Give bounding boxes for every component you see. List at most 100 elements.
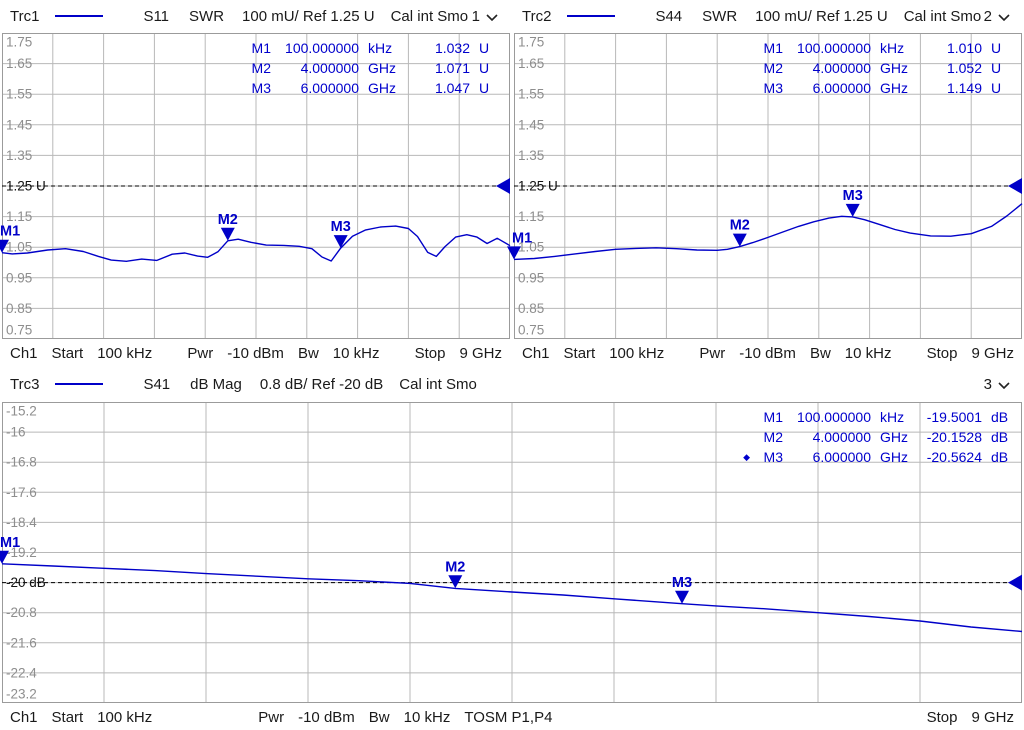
diagram-area-2[interactable]: 1.75 1.65 1.55 1.45 1.35 1.25 U 1.15 1.05 0.95 0.… (507, 33, 1023, 339)
power-value[interactable]: -10 dBm (739, 345, 796, 362)
diagram-area-1[interactable]: 1.75 1.65 1.55 1.45 1.35 1.25 U 1.15 1.05 0.95 0.… (0, 33, 511, 339)
marker-label: M1 (0, 224, 20, 240)
y-tick-label: 1.05 (518, 240, 544, 255)
window-number-selector[interactable]: 1 (472, 8, 498, 25)
stop-value[interactable]: 9 GHz (971, 345, 1014, 362)
y-tick-label: 1.75 (518, 35, 544, 50)
marker-m3-icon[interactable] (675, 590, 689, 604)
dbmag-chart-trc3[interactable]: -15.2 -16 -16.8 -17.6 -18.4 -19.2 -20 dB -20.8 -… (0, 402, 1023, 703)
cal-status[interactable]: Cal int Smo (390, 7, 469, 25)
marker-m1-icon[interactable] (0, 550, 9, 564)
trace-style-sample (55, 383, 104, 385)
marker-m2-icon[interactable] (448, 575, 463, 589)
trace-format[interactable]: SWR (189, 7, 225, 25)
bandwidth-label: Bw (809, 345, 831, 362)
s-parameter[interactable]: S44 (655, 7, 683, 25)
marker-m2-icon[interactable] (732, 233, 747, 247)
marker-name: M1 (763, 409, 783, 425)
start-value[interactable]: 100 kHz (97, 709, 153, 726)
y-tick-label: -16.8 (6, 455, 37, 470)
marker-readout-row: M3 6.000000 GHz 1.149 U (736, 78, 1017, 98)
bandwidth-value[interactable]: 10 kHz (403, 709, 451, 726)
marker-frequency-unit: GHz (368, 80, 396, 96)
trace-scale[interactable]: 100 mU/ Ref 1.25 U (242, 7, 375, 25)
marker-m3-icon[interactable] (333, 235, 348, 249)
chevron-down-icon[interactable] (486, 8, 498, 25)
swr-chart-trc1[interactable]: 1.75 1.65 1.55 1.45 1.35 1.25 U 1.15 1.05 0.95 0.… (0, 33, 511, 339)
marker-frequency: 6.000000 (812, 80, 871, 96)
y-tick-label: 1.35 (6, 148, 32, 163)
marker-value-unit: U (991, 40, 1002, 56)
marker-name: M3 (763, 449, 783, 465)
ref-level-arrow[interactable] (1008, 574, 1022, 591)
marker-frequency: 4.000000 (812, 60, 871, 76)
marker-m1-icon[interactable] (507, 246, 521, 260)
marker-frequency-unit: GHz (880, 60, 908, 76)
ref-level-arrow[interactable] (1008, 178, 1022, 194)
active-marker-dot: ◆ (743, 451, 750, 462)
marker-frequency: 4.000000 (300, 60, 359, 76)
marker-frequency-unit: GHz (880, 449, 908, 465)
trace-scale[interactable]: 100 mU/ Ref 1.25 U (755, 7, 888, 25)
trace-name[interactable]: Trc3 (10, 375, 40, 393)
y-tick-label: 1.15 (518, 209, 544, 224)
window-number-selector[interactable]: 2 (984, 8, 1010, 25)
marker-value: -20.1528 (926, 429, 982, 445)
cal-info[interactable]: TOSM P1,P4 (464, 709, 553, 726)
trace-scale[interactable]: 0.8 dB/ Ref -20 dB (259, 375, 384, 393)
trace-name[interactable]: Trc2 (522, 7, 552, 25)
marker-m1-icon[interactable] (0, 239, 9, 253)
channel-axis-bar: Ch1 Start 100 kHz Pwr -10 dBm Bw 10 kHz … (0, 339, 512, 368)
marker-m3-icon[interactable] (845, 203, 860, 217)
chevron-down-icon[interactable] (998, 376, 1010, 393)
marker-label: M3 (672, 575, 692, 591)
stop-label: Stop (926, 709, 958, 726)
marker-readout-row: M3 6.000000 GHz 1.047 U (224, 78, 505, 98)
cal-status[interactable]: Cal int Smo (903, 7, 982, 25)
marker-name: M1 (763, 40, 783, 56)
marker-m2-icon[interactable] (220, 227, 235, 241)
s-parameter[interactable]: S11 (143, 7, 170, 25)
cal-status[interactable]: Cal int Smo (399, 375, 477, 393)
marker-frequency-unit: GHz (368, 60, 396, 76)
stop-value[interactable]: 9 GHz (971, 709, 1014, 726)
window-number-selector[interactable]: 3 (984, 376, 1010, 393)
bandwidth-value[interactable]: 10 kHz (332, 345, 380, 362)
y-tick-label: 0.75 (6, 323, 32, 338)
marker-label: M3 (843, 188, 863, 204)
y-tick-label: 1.55 (6, 87, 32, 102)
y-tick-label: -21.6 (6, 635, 37, 650)
start-value[interactable]: 100 kHz (609, 345, 665, 362)
ref-level-arrow[interactable] (496, 178, 510, 194)
start-label: Start (51, 345, 84, 362)
y-tick-label: -15.2 (6, 404, 37, 419)
trace-format[interactable]: SWR (702, 7, 738, 25)
window-number: 3 (983, 375, 992, 393)
trace-name[interactable]: Trc1 (10, 7, 40, 25)
marker-name: M2 (251, 60, 271, 76)
ref-level-label: 1.25 U (518, 179, 558, 194)
s-parameter[interactable]: S41 (143, 375, 171, 393)
marker-frequency: 6.000000 (812, 449, 871, 465)
y-tick-label: 1.55 (518, 87, 544, 102)
marker-readout-row: M1 100.000000 kHz 1.010 U (736, 38, 1017, 58)
channel-label: Ch1 (10, 709, 38, 726)
chevron-down-icon[interactable] (998, 8, 1010, 25)
ref-level-label: 1.25 U (6, 179, 46, 194)
stop-value[interactable]: 9 GHz (459, 345, 502, 362)
start-label: Start (51, 709, 84, 726)
window-trc1: Trc1 S11 SWR 100 mU/ Ref 1.25 U Cal int … (0, 0, 512, 368)
power-value[interactable]: -10 dBm (298, 709, 355, 726)
y-tick-label: -18.4 (6, 515, 37, 530)
bandwidth-value[interactable]: 10 kHz (844, 345, 892, 362)
trace-format[interactable]: dB Mag (190, 375, 242, 393)
trace-style-sample (55, 15, 104, 17)
trace-config-header: Trc2 S44 SWR 100 mU/ Ref 1.25 U Cal int … (512, 0, 1024, 32)
swr-chart-trc2[interactable]: 1.75 1.65 1.55 1.45 1.35 1.25 U 1.15 1.05 0.95 0.… (507, 33, 1023, 339)
marker-frequency-unit: GHz (880, 80, 908, 96)
marker-readout-row: M2 4.000000 GHz 1.052 U (736, 58, 1017, 78)
start-value[interactable]: 100 kHz (97, 345, 153, 362)
marker-value-unit: dB (991, 429, 1009, 445)
power-value[interactable]: -10 dBm (227, 345, 284, 362)
diagram-area-3[interactable]: -15.2 -16 -16.8 -17.6 -18.4 -19.2 -20 dB -20.8 -… (0, 402, 1023, 703)
